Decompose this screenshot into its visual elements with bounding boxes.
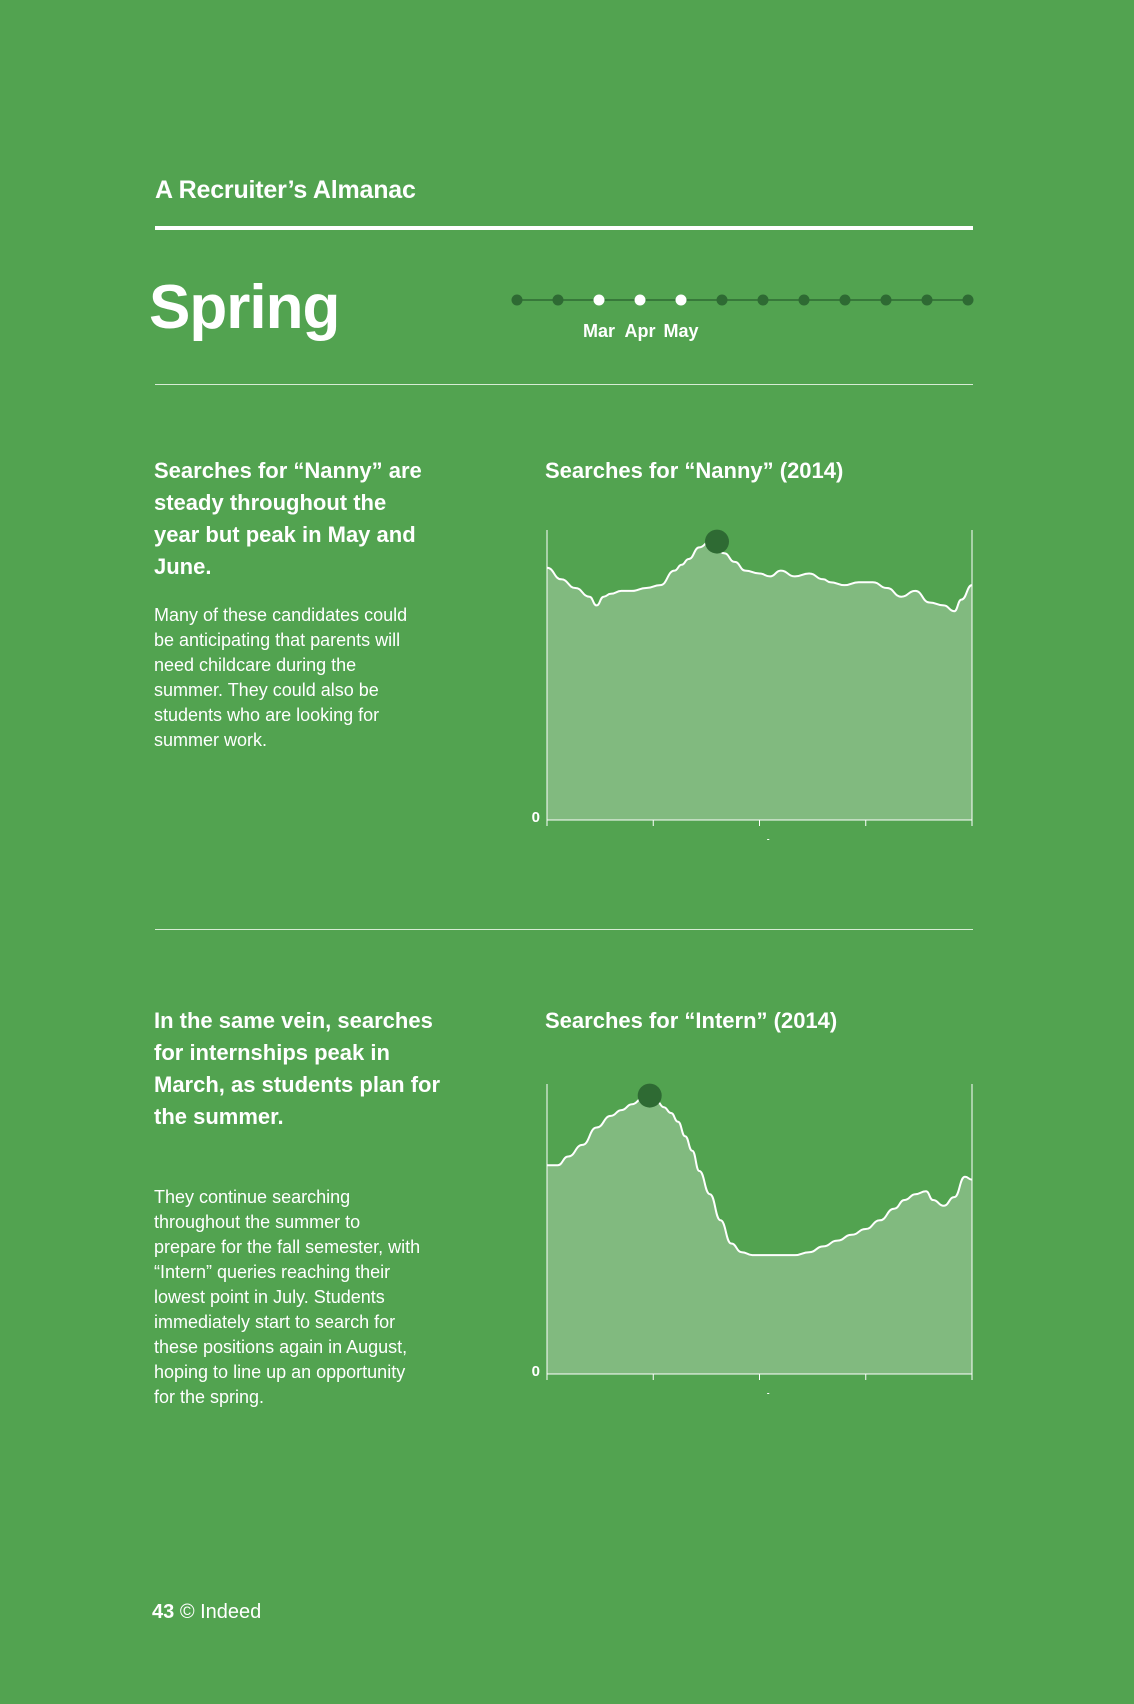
intern-chart: Jan Apr Jul Oct Jan 0 xyxy=(532,1083,985,1394)
timeline-month-label: Apr xyxy=(625,321,656,341)
page-footer: 43 © Indeed xyxy=(152,1601,261,1624)
intern-headline: In the same vein, searches for internshi… xyxy=(154,1008,441,1129)
series-area xyxy=(547,541,972,820)
nanny-chart: Jan Apr Jul Oct Jan 0 xyxy=(532,529,985,840)
timeline-dot xyxy=(839,294,851,306)
peak-marker xyxy=(637,1083,662,1108)
section-divider-top xyxy=(155,384,973,385)
timeline-dot xyxy=(757,294,769,306)
almanac-title: A Recruiter’s Almanac xyxy=(155,176,416,204)
peak-marker xyxy=(705,529,729,554)
nanny-headline: Searches for “Nanny” are steady througho… xyxy=(154,458,422,579)
x-tick-label: Jul xyxy=(749,1391,771,1394)
y-tick-label: 0 xyxy=(532,1363,540,1380)
section-divider-middle xyxy=(155,929,973,930)
y-tick-label: 0 xyxy=(532,809,540,826)
x-tick-label: Apr xyxy=(640,1391,666,1394)
timeline-dot xyxy=(880,294,892,306)
copyright-text: © Indeed xyxy=(179,1601,262,1623)
season-title: Spring xyxy=(149,273,340,342)
x-tick-label: Apr xyxy=(640,837,666,840)
series-line xyxy=(547,1094,973,1257)
intern-body: They continue searching throughout the s… xyxy=(154,1187,421,1407)
timeline-dot-active xyxy=(593,294,605,306)
x-tick-label: Jan xyxy=(534,1391,560,1394)
timeline-dot xyxy=(962,294,974,306)
series-area xyxy=(547,1095,972,1374)
x-tick-label: Oct xyxy=(853,837,878,840)
timeline-dot xyxy=(798,294,810,306)
nanny-chart-title: Searches for “Nanny” (2014) xyxy=(545,458,844,483)
timeline-dot-active xyxy=(675,294,687,306)
x-tick-label: Jan xyxy=(959,1391,985,1394)
timeline-dot xyxy=(716,294,728,306)
timeline-dot xyxy=(511,294,523,306)
x-tick-label: Jul xyxy=(749,837,771,840)
x-tick-label: Jan xyxy=(534,837,560,840)
x-tick-label: Jan xyxy=(959,837,985,840)
timeline-dot xyxy=(921,294,933,306)
month-timeline: Mar Apr May xyxy=(511,294,974,341)
timeline-month-label: Mar xyxy=(583,321,615,341)
timeline-dot-active xyxy=(634,294,646,306)
x-tick-label: Oct xyxy=(853,1391,878,1394)
timeline-month-label: May xyxy=(663,321,698,341)
series-line xyxy=(546,540,973,613)
page-number: 43 xyxy=(152,1601,175,1623)
nanny-body: Many of these candidates could be antici… xyxy=(154,605,408,750)
timeline-dot xyxy=(552,294,564,306)
header-rule xyxy=(155,226,973,230)
intern-chart-title: Searches for “Intern” (2014) xyxy=(545,1008,838,1033)
